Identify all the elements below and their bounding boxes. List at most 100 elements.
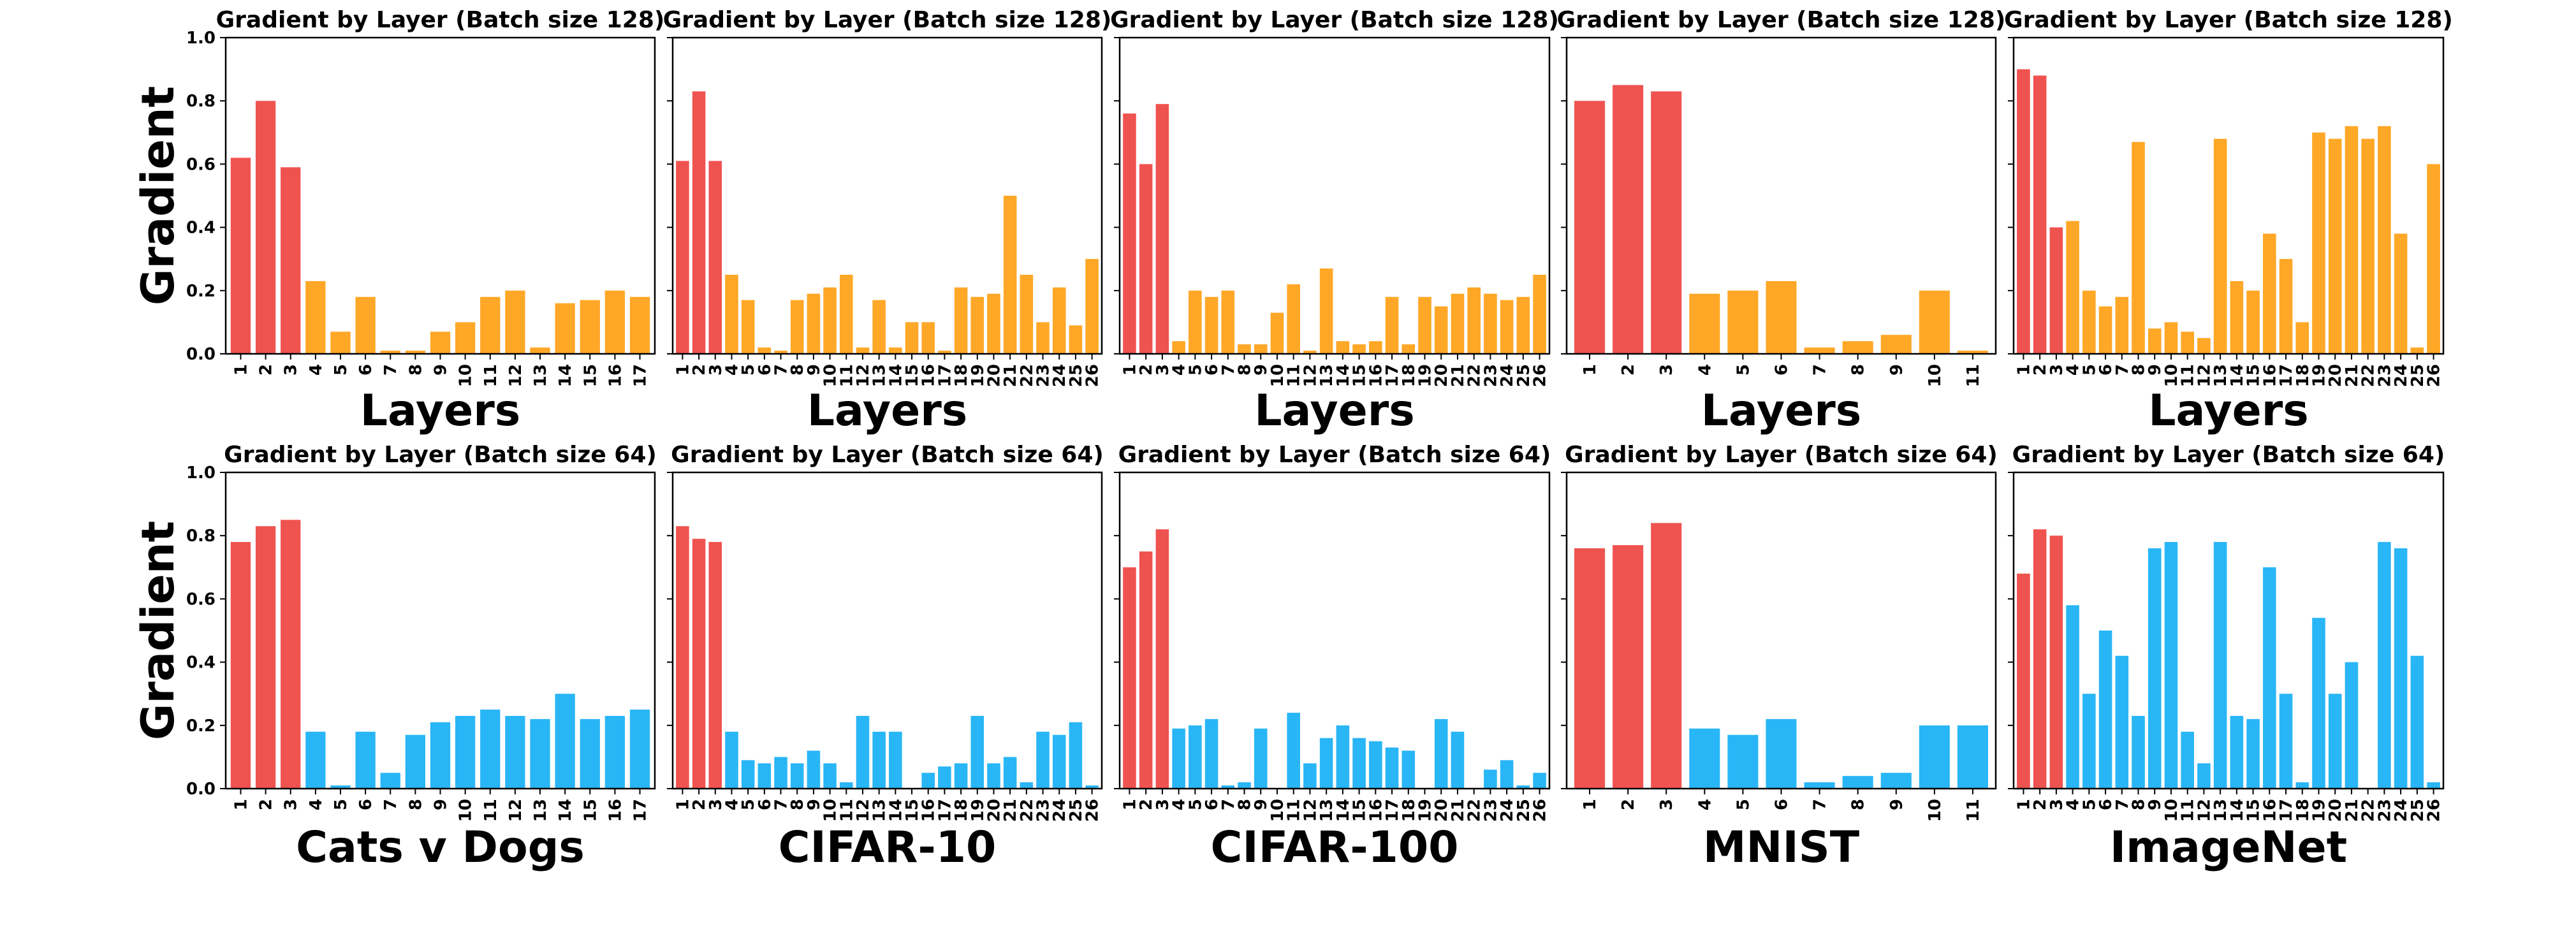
x-tick-label: 17 <box>631 364 650 387</box>
subplot-0-4: Gradient by Layer (Batch size 128)123456… <box>2004 7 2453 436</box>
bar-layer-14 <box>555 303 575 354</box>
subplot-title: Gradient by Layer (Batch size 64) <box>1565 442 1998 468</box>
x-tick-label: 20 <box>2326 799 2345 822</box>
x-tick-label: 2 <box>1137 799 1156 810</box>
axes-frame <box>224 471 656 790</box>
x-tick-label: 5 <box>2080 799 2099 810</box>
bar-layer-14 <box>889 347 902 354</box>
x-tick-label: 4 <box>307 799 326 810</box>
x-tick-label: 15 <box>2244 364 2264 387</box>
y-axis-label: Gradient <box>132 521 184 740</box>
bar-layer-18 <box>954 763 968 789</box>
bar-layer-2 <box>1613 545 1644 789</box>
bar-layer-23 <box>1484 770 1497 789</box>
subplot-title: Gradient by Layer (Batch size 64) <box>2012 442 2445 468</box>
x-tick-label: 16 <box>606 799 625 822</box>
x-tick-label: 26 <box>1083 799 1102 822</box>
bar-layer-9 <box>1880 773 1912 789</box>
bar-layer-1 <box>230 157 251 354</box>
x-tick-label: 18 <box>2294 364 2313 387</box>
x-tick-label: 21 <box>1001 799 1020 822</box>
subplot-1-2: Gradient by Layer (Batch size 64)1234567… <box>1114 442 1551 873</box>
bar-layer-8 <box>1238 344 1251 354</box>
x-tick-label: 25 <box>1514 799 1533 822</box>
bar-layer-10 <box>455 715 476 789</box>
bar-layer-10 <box>455 322 476 354</box>
y-tick-label: 1.0 <box>186 463 216 483</box>
bar-layer-12 <box>1303 763 1317 789</box>
x-tick-label: 10 <box>2162 364 2181 387</box>
bar-layer-5 <box>2082 694 2096 789</box>
y-tick-label: 0.8 <box>186 92 216 111</box>
bar-layer-16 <box>921 322 935 354</box>
x-tick-label: 10 <box>2162 799 2181 822</box>
bar-layer-14 <box>889 731 902 789</box>
bar-layer-15 <box>905 322 919 354</box>
x-tick-label: 2 <box>2031 364 2050 376</box>
subplot-title: Gradient by Layer (Batch size 64) <box>224 442 657 468</box>
x-tick-label: 11 <box>1964 364 1983 387</box>
bar-layer-8 <box>790 763 804 789</box>
x-tick-label: 10 <box>457 799 476 822</box>
bar-layer-15 <box>1352 344 1366 354</box>
bar-layer-7 <box>2115 655 2129 789</box>
x-tick-label: 2 <box>1619 799 1638 810</box>
x-tick-label: 26 <box>2425 799 2444 822</box>
bar-layer-11 <box>480 296 501 354</box>
bar-layer-12 <box>856 347 870 354</box>
bar-layer-23 <box>1036 731 1050 789</box>
bar-layer-21 <box>1451 731 1465 789</box>
x-tick-label: 20 <box>984 799 1004 822</box>
x-tick-label: 19 <box>1416 799 1435 822</box>
x-tick-label: 4 <box>1695 799 1715 810</box>
x-tick-label: 21 <box>2343 799 2362 822</box>
bar-layer-10 <box>1919 725 1950 789</box>
x-tick-label: 15 <box>903 799 922 822</box>
x-tick-label: 8 <box>1849 799 1868 810</box>
bar-layer-15 <box>580 300 600 354</box>
x-axis-label: MNIST <box>1703 822 1860 873</box>
bar-layer-11 <box>2181 731 2194 789</box>
x-tick-label: 14 <box>556 364 575 387</box>
bar-layer-12 <box>1303 351 1317 354</box>
bar-layer-23 <box>2378 126 2391 354</box>
bar-layer-4 <box>1689 293 1720 354</box>
bar-layer-19 <box>1418 296 1431 354</box>
x-tick-label: 24 <box>2392 364 2411 387</box>
x-tick-label: 6 <box>756 799 775 810</box>
x-tick-label: 12 <box>506 364 525 387</box>
bar-layer-14 <box>1336 725 1350 789</box>
x-axis-label: Layers <box>1254 386 1415 436</box>
x-tick-label: 6 <box>756 364 775 376</box>
x-tick-label: 21 <box>1001 364 1020 387</box>
x-tick-label: 3 <box>1153 364 1173 376</box>
x-tick-label: 18 <box>1400 799 1419 822</box>
x-tick-label: 1 <box>2014 799 2033 810</box>
bar-layer-7 <box>380 351 400 354</box>
bar-layer-2 <box>2033 75 2047 354</box>
x-tick-label: 1 <box>1581 799 1600 810</box>
bar-layer-8 <box>790 300 804 354</box>
axes-frame <box>1118 36 1551 355</box>
axes-frame <box>671 471 1103 790</box>
bar-layer-4 <box>1172 341 1185 354</box>
x-tick-label: 11 <box>1285 799 1304 822</box>
subplot-title: Gradient by Layer (Batch size 128) <box>216 7 665 33</box>
x-tick-label: 16 <box>919 799 939 822</box>
bar-layer-14 <box>2230 281 2244 354</box>
bar-layer-2 <box>255 101 276 354</box>
x-tick-label: 6 <box>1203 364 1222 376</box>
bar-layer-18 <box>954 287 968 354</box>
bar-layer-20 <box>987 293 1000 354</box>
bar-layer-2 <box>255 526 276 789</box>
y-tick-label: 0.2 <box>186 282 216 301</box>
bar-layer-6 <box>355 731 376 789</box>
bar-layer-5 <box>741 760 755 789</box>
x-tick-label: 9 <box>432 364 451 376</box>
bar-layer-4 <box>2066 221 2079 354</box>
bar-layer-10 <box>2164 322 2178 354</box>
x-tick-label: 13 <box>1317 364 1336 387</box>
bar-layer-5 <box>741 300 755 354</box>
bar-layer-12 <box>2197 338 2211 354</box>
x-tick-label: 2 <box>257 364 276 376</box>
